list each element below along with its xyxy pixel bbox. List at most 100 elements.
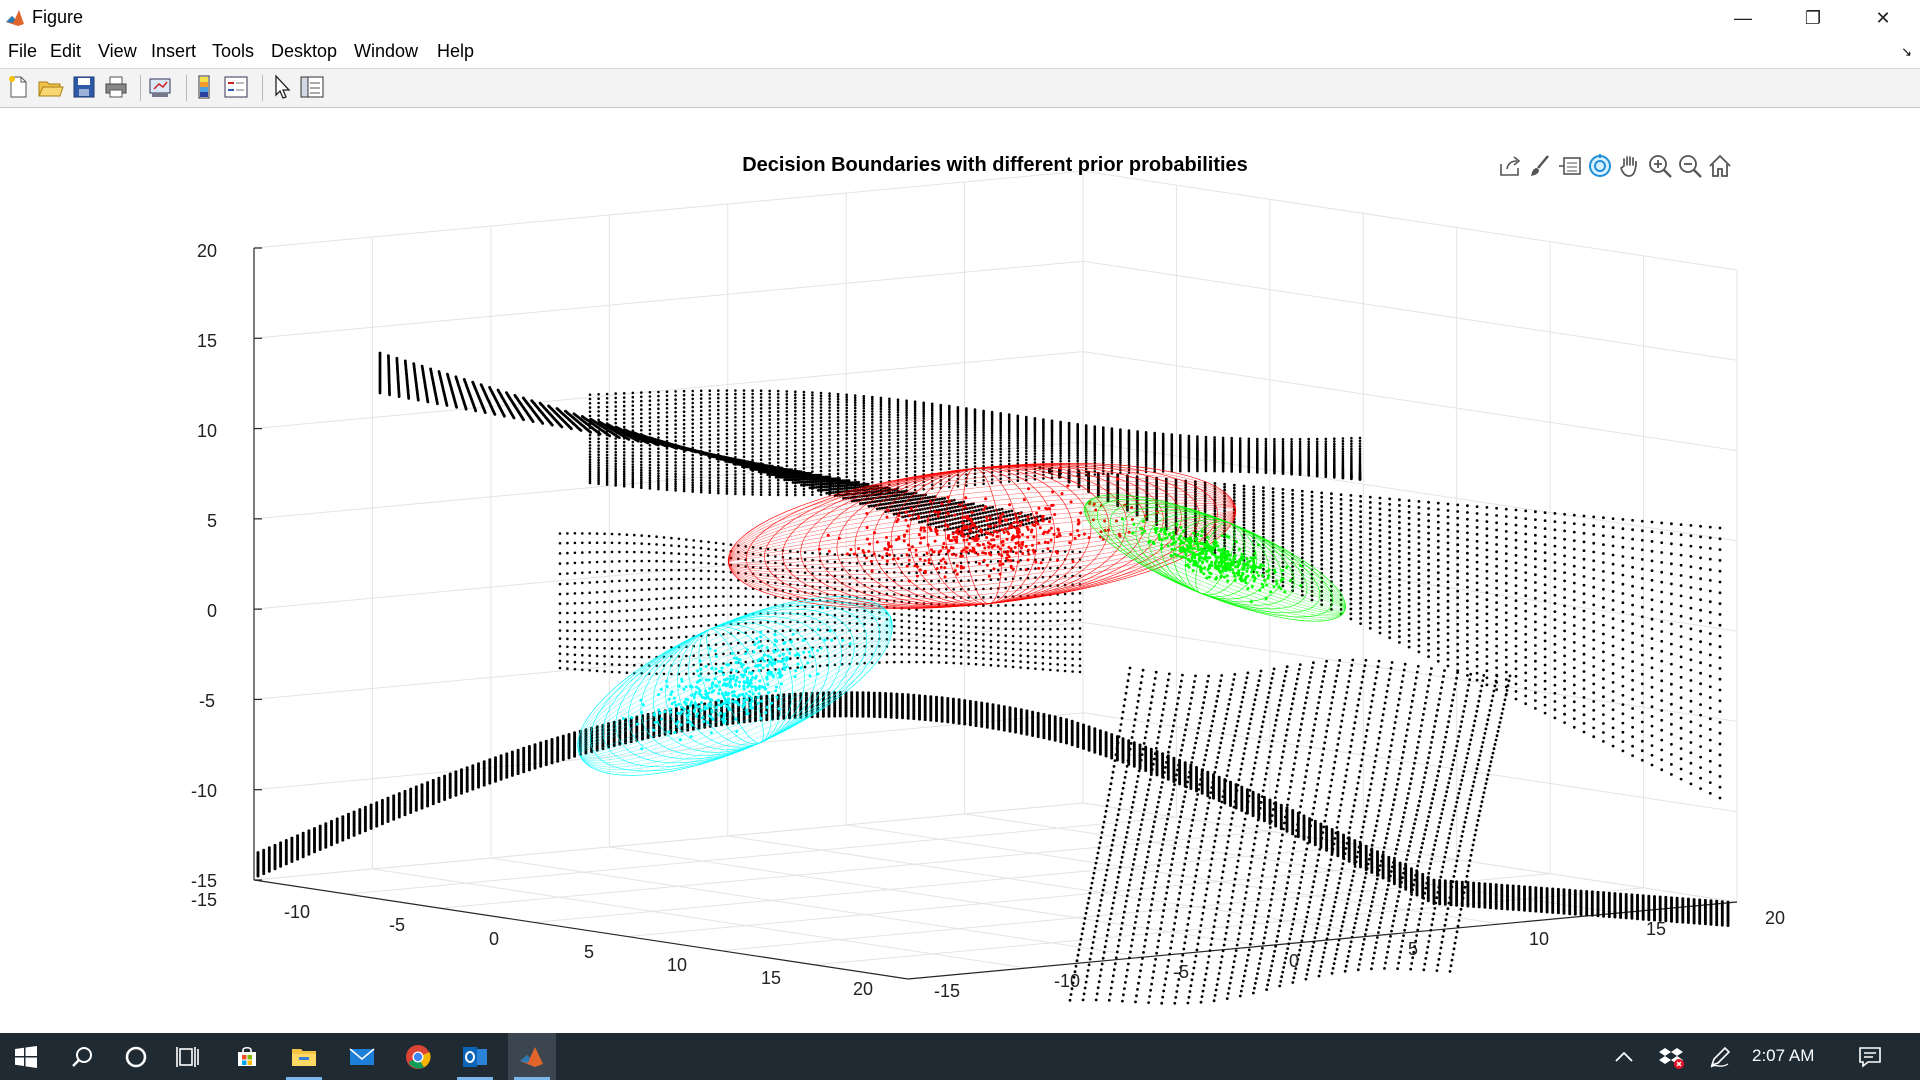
link-plot-icon[interactable]	[146, 73, 174, 101]
boundary-point	[386, 796, 390, 800]
boundary-point	[335, 817, 339, 821]
grid-line	[253, 531, 1084, 610]
boundary-point	[893, 504, 897, 508]
boundary-point	[883, 506, 887, 510]
boundary-point	[1319, 822, 1323, 826]
window-title: Figure	[32, 7, 84, 27]
grid-line	[846, 824, 1501, 925]
menu-tools[interactable]: Tools	[212, 41, 255, 61]
grid-line	[727, 835, 1382, 936]
boundary-point	[985, 702, 989, 706]
boundary-point	[1562, 888, 1566, 892]
toolbar-separator	[262, 75, 263, 101]
boundary-point	[1670, 896, 1673, 900]
boundary-point	[943, 507, 946, 511]
boundary-point	[1053, 715, 1057, 719]
boundary-point	[510, 750, 514, 754]
boundary-point	[516, 748, 520, 752]
boundary-point	[1279, 803, 1283, 807]
boundary-point	[1285, 806, 1289, 810]
menu-desktop[interactable]: Desktop	[271, 41, 338, 61]
grid-line	[1082, 351, 1738, 452]
boundary-point	[940, 508, 944, 511]
boundary-point	[1506, 884, 1509, 888]
boundary-point	[901, 692, 904, 696]
boundary-point	[1664, 895, 1668, 899]
boundary-point	[256, 851, 260, 855]
property-editor-icon[interactable]	[298, 73, 326, 101]
boundary-point	[934, 521, 938, 525]
boundary-point	[895, 692, 899, 696]
legend-icon[interactable]	[222, 73, 250, 101]
boundary-point	[1443, 879, 1447, 883]
boundary-point	[1087, 725, 1091, 729]
boundary-point	[267, 846, 271, 850]
grid-line	[253, 170, 1084, 249]
boundary-point	[1291, 809, 1295, 812]
dock-arrow-icon[interactable]: ↘	[1901, 44, 1912, 59]
boundary-point	[861, 691, 865, 695]
boundary-point	[942, 515, 946, 519]
menu-window[interactable]: Window	[354, 41, 419, 61]
boundary-point	[1025, 709, 1029, 713]
menu-help[interactable]: Help	[437, 41, 475, 61]
boundary-point	[804, 692, 808, 695]
menu-edit[interactable]: Edit	[50, 41, 82, 61]
boundary-point	[920, 520, 924, 523]
minimize-button[interactable]: —	[1708, 0, 1778, 36]
boundary-point	[448, 772, 452, 776]
boundary-point	[891, 508, 895, 512]
boundary-point	[974, 700, 978, 704]
boundary-point	[906, 693, 910, 697]
save-icon[interactable]	[70, 73, 98, 101]
boundary-point	[872, 691, 876, 695]
pointer-icon[interactable]	[268, 73, 296, 101]
open-file-icon[interactable]	[36, 73, 64, 101]
menu-insert[interactable]: Insert	[151, 41, 197, 61]
boundary-point	[561, 734, 565, 738]
menu-file[interactable]: File	[8, 41, 38, 61]
boundary-point	[720, 699, 724, 703]
menu-bar: File Edit View Insert Tools Desktop Wind…	[0, 36, 1920, 69]
close-button[interactable]: ✕	[1848, 0, 1918, 36]
boundary-point	[1313, 819, 1317, 823]
boundary-point	[488, 758, 492, 762]
boundary-point	[1647, 894, 1651, 898]
plot-3d[interactable]	[0, 108, 1920, 1033]
boundary-point	[782, 693, 786, 697]
boundary-point	[986, 527, 990, 531]
boundary-point	[544, 739, 548, 743]
boundary-point	[1551, 887, 1555, 891]
new-figure-icon[interactable]	[4, 73, 32, 101]
boundary-point	[1206, 770, 1210, 774]
boundary-point	[1059, 716, 1063, 720]
boundary-point	[1489, 882, 1492, 886]
minimize-icon: —	[1734, 7, 1752, 28]
boundary-point	[970, 514, 974, 517]
boundary-point	[904, 506, 908, 510]
boundary-point	[946, 528, 949, 531]
boundary-point	[1376, 850, 1379, 854]
boundary-point	[994, 521, 998, 524]
boundary-point	[974, 517, 977, 521]
boundary-point	[465, 766, 469, 770]
boundary-point	[890, 505, 894, 508]
grid-line	[253, 802, 1084, 881]
boundary-point	[878, 507, 882, 510]
grid-line	[372, 868, 1027, 969]
boundary-point	[567, 733, 571, 736]
boundary-point	[1019, 708, 1023, 712]
boundary-point	[1630, 893, 1634, 897]
boundary-point	[1353, 839, 1357, 843]
print-icon[interactable]	[102, 73, 130, 101]
grid-line	[534, 844, 1364, 923]
boundary-point	[1556, 887, 1560, 891]
restore-button[interactable]: ❐	[1778, 0, 1848, 36]
boundary-point	[1149, 747, 1153, 751]
boundary-point	[414, 785, 418, 789]
boundary-point	[1517, 884, 1521, 888]
menu-view[interactable]: View	[98, 41, 137, 61]
figure-canvas[interactable]: Decision Boundaries with different prior…	[0, 108, 1920, 1033]
boundary-point	[443, 774, 447, 778]
colorbar-icon[interactable]	[190, 73, 218, 101]
